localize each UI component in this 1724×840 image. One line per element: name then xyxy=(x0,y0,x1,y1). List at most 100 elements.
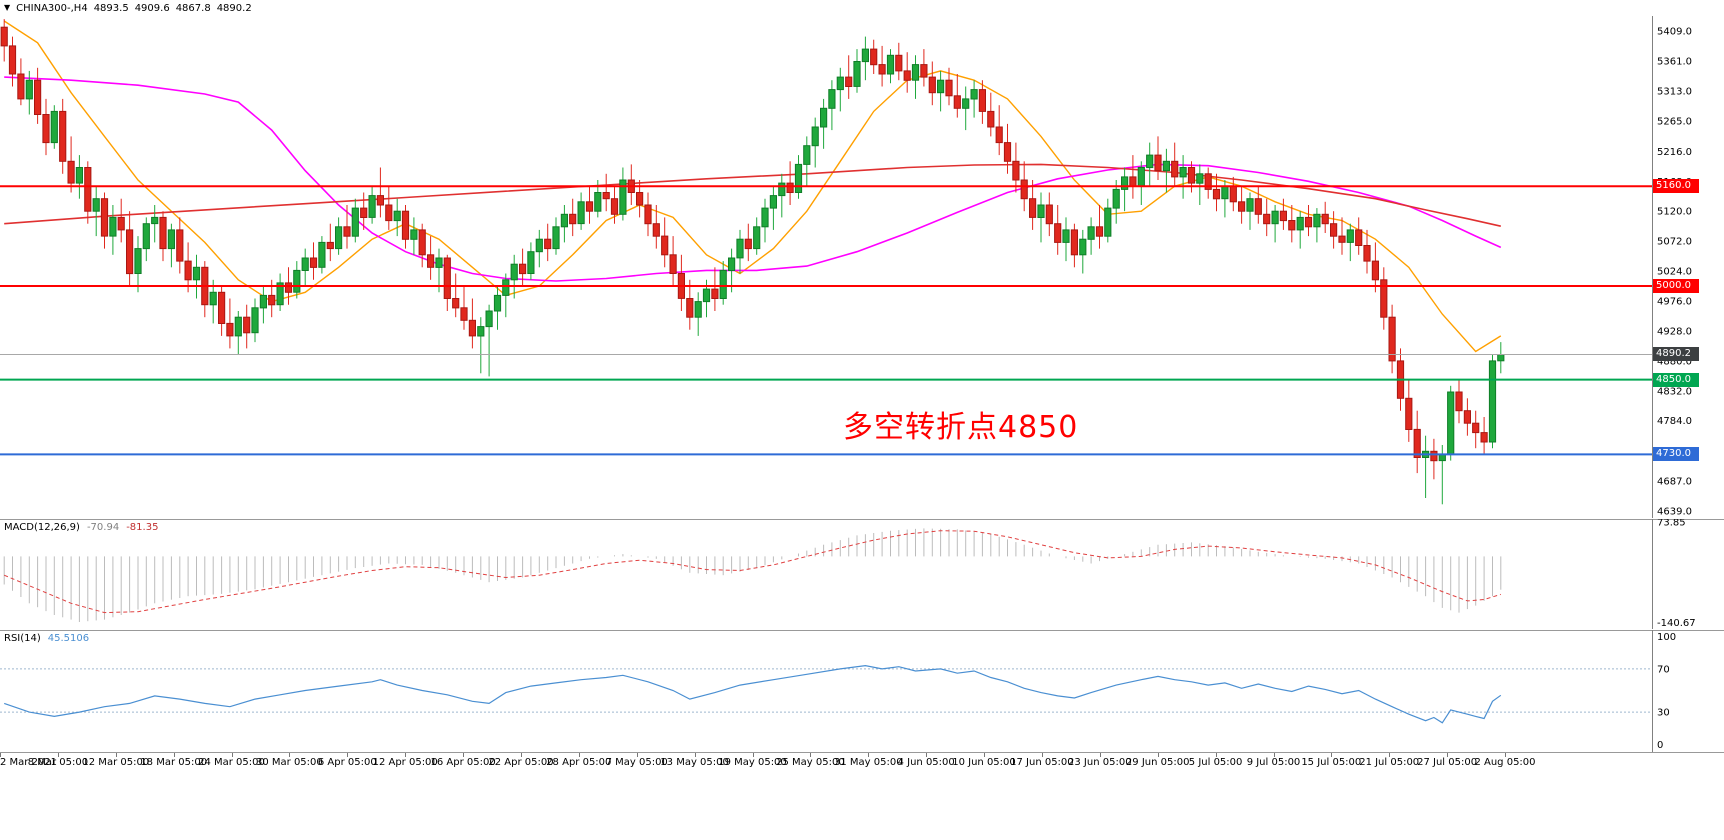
time-label: 12 Mar 05:00 xyxy=(82,757,150,768)
macd-indicator-label: MACD(12,26,9) -70.94 -81.35 xyxy=(4,522,158,533)
time-tick xyxy=(1331,753,1333,757)
rsi-axis-label: 100 xyxy=(1657,632,1676,643)
svg-text:4736.0: 4736.0 xyxy=(1657,446,1692,457)
time-label: 5 Jul 05:00 xyxy=(1188,757,1243,768)
time-tick xyxy=(1505,753,1506,757)
macd-name: MACD(12,26,9) xyxy=(4,522,80,533)
time-label: 10 Jun 05:00 xyxy=(952,757,1016,768)
ohlc-close: 4890.2 xyxy=(216,2,252,14)
svg-text:5168.0: 5168.0 xyxy=(1657,177,1692,188)
time-label: 15 Jul 05:00 xyxy=(1301,757,1362,768)
svg-text:4784.0: 4784.0 xyxy=(1657,416,1692,427)
symbol-dropdown-icon[interactable]: ▼ xyxy=(4,3,11,12)
time-tick xyxy=(115,753,117,757)
svg-text:5313.0: 5313.0 xyxy=(1657,86,1692,97)
ma-mid-magenta xyxy=(4,76,1502,282)
time-tick xyxy=(1099,753,1101,757)
main-chart-panel[interactable]: 5409.0 5361.0 5313.0 5265.0 5216.0 5168.0 5120… xyxy=(0,16,1724,518)
svg-text:4880.0: 4880.0 xyxy=(1657,356,1692,367)
time-tick xyxy=(521,753,522,757)
macd-histogram xyxy=(3,528,1502,622)
time-label: 18 Mar 05:00 xyxy=(140,757,208,768)
chart-info-bar: ▼ CHINA300-,H4 4893.5 4909.6 4867.8 4890… xyxy=(0,0,1724,16)
time-label: 12 Apr 05:00 xyxy=(372,757,438,768)
time-label: 19 May 05:00 xyxy=(718,757,787,768)
time-label: 13 May 05:00 xyxy=(660,757,729,768)
time-axis[interactable]: 2 Mar 2021 8 Mar 05:00 12 Mar 05:00 18 Mar … xyxy=(0,752,1724,840)
time-tick xyxy=(1215,753,1217,757)
time-tick xyxy=(1389,753,1391,757)
candles-layer xyxy=(0,19,1505,505)
price-axis-labels[interactable]: 5409.0 5361.0 5313.0 5265.0 5216.0 5168.0 5120… xyxy=(1657,27,1692,518)
time-tick xyxy=(1041,753,1043,757)
time-label: 16 Apr 05:00 xyxy=(430,757,496,768)
time-tick xyxy=(868,753,870,757)
macd-axis-min: -140.67 xyxy=(1657,618,1696,629)
time-tick xyxy=(752,753,754,757)
rsi-axis-label: 70 xyxy=(1657,664,1670,675)
rsi-panel[interactable]: 100 70 30 0 xyxy=(0,630,1724,752)
ohlc-high: 4909.6 xyxy=(134,2,170,14)
time-label: 21 Jul 05:00 xyxy=(1359,757,1420,768)
svg-text:4687.0: 4687.0 xyxy=(1657,477,1692,488)
macd-signal-value: -81.35 xyxy=(126,522,159,533)
rsi-axis-label: 0 xyxy=(1657,740,1663,751)
time-tick xyxy=(289,753,291,757)
svg-text:5216.0: 5216.0 xyxy=(1657,147,1692,158)
ohlc-low: 4867.8 xyxy=(175,2,211,14)
time-label: 24 Mar 05:00 xyxy=(198,757,265,768)
ma-slow-red xyxy=(4,163,1501,227)
time-tick xyxy=(926,753,928,757)
time-label: 17 Jun 05:00 xyxy=(1010,757,1074,768)
rsi-line xyxy=(4,664,1502,724)
svg-text:5361.0: 5361.0 xyxy=(1657,56,1692,67)
time-label: 6 Apr 05:00 xyxy=(317,757,377,768)
symbol-period-label: CHINA300-,H4 xyxy=(16,2,88,14)
time-tick xyxy=(578,753,580,757)
rsi-name: RSI(14) xyxy=(4,633,41,644)
svg-text:5120.0: 5120.0 xyxy=(1657,207,1692,218)
time-label: 22 Apr 05:00 xyxy=(488,757,554,768)
time-tick xyxy=(231,753,233,757)
time-label: 28 Apr 05:00 xyxy=(546,757,612,768)
macd-main-value: -70.94 xyxy=(86,522,120,533)
time-label: 23 Jun 05:00 xyxy=(1068,757,1132,768)
svg-text:5072.0: 5072.0 xyxy=(1657,237,1692,248)
time-tick xyxy=(694,753,696,757)
time-label: 2 Mar 2021 xyxy=(0,757,58,768)
time-tick xyxy=(405,753,407,757)
macd-signal-line xyxy=(4,530,1501,614)
time-tick xyxy=(57,753,59,757)
time-label: 29 Jun 05:00 xyxy=(1125,757,1190,768)
svg-text:4639.0: 4639.0 xyxy=(1657,507,1692,518)
time-tick xyxy=(0,753,1,757)
svg-text:5409.0: 5409.0 xyxy=(1657,27,1692,38)
time-label: 7 May 05:00 xyxy=(605,757,668,768)
time-tick xyxy=(636,753,638,757)
time-tick xyxy=(347,753,349,757)
time-tick xyxy=(1273,753,1275,757)
svg-text:4928.0: 4928.0 xyxy=(1657,326,1692,337)
time-tick xyxy=(463,753,465,757)
rsi-indicator-label: RSI(14) 45.5106 xyxy=(4,633,89,644)
macd-axis-max: 73.85 xyxy=(1657,519,1686,528)
time-label: 4 Jun 05:00 xyxy=(897,757,955,768)
rsi-value: 45.5106 xyxy=(47,633,90,644)
time-tick xyxy=(810,753,812,757)
rsi-axis-label: 30 xyxy=(1657,708,1670,719)
time-label: 30 Mar 05:00 xyxy=(256,757,323,768)
time-tick xyxy=(1447,753,1449,757)
ohlc-open: 4893.5 xyxy=(93,2,129,14)
time-label: 8 Mar 05:00 xyxy=(27,757,89,768)
time-label: 31 May 05:00 xyxy=(834,757,903,768)
svg-text:4832.0: 4832.0 xyxy=(1657,386,1692,397)
time-tick xyxy=(173,753,175,757)
time-label: 25 May 05:00 xyxy=(776,757,845,768)
macd-panel[interactable]: 73.85 -140.67 xyxy=(0,519,1724,629)
time-label: 9 Jul 05:00 xyxy=(1246,757,1301,768)
time-label: 27 Jul 05:00 xyxy=(1417,757,1478,768)
time-label: 2 Aug 05:00 xyxy=(1474,757,1536,768)
svg-text:5265.0: 5265.0 xyxy=(1657,116,1692,127)
time-tick xyxy=(1157,753,1159,757)
time-tick xyxy=(984,753,985,757)
